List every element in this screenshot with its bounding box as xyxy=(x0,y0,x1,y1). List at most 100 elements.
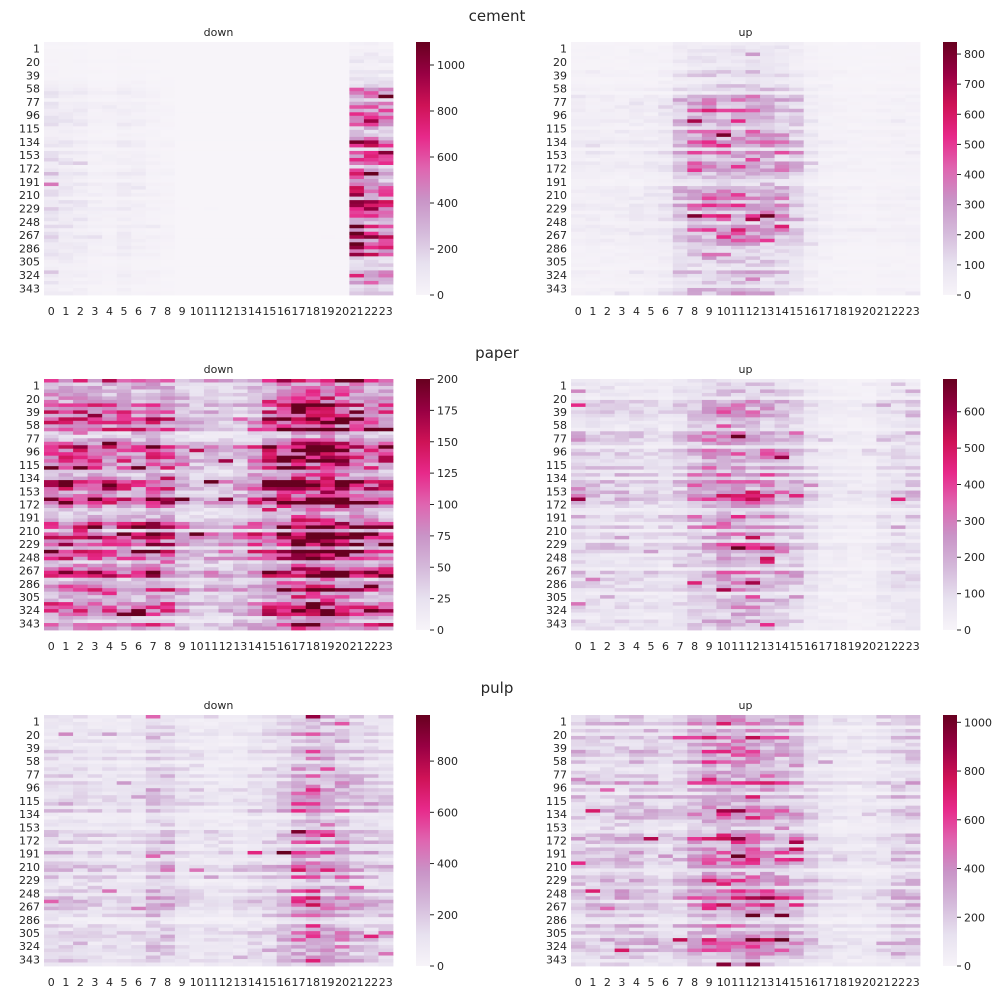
heatmap-cell xyxy=(378,217,394,222)
y-tick-label: 210 xyxy=(546,189,567,202)
heatmap-cell xyxy=(102,483,118,488)
heatmap-cell xyxy=(890,210,906,215)
heatmap-cell xyxy=(247,574,263,579)
heatmap-cell xyxy=(378,521,394,526)
heatmap-cell xyxy=(363,112,379,117)
heatmap-cell xyxy=(131,431,147,436)
heatmap-cell xyxy=(716,157,732,162)
heatmap-cell xyxy=(363,518,379,523)
heatmap-cell xyxy=(276,581,292,586)
heatmap-cell xyxy=(876,277,892,282)
heatmap-cell xyxy=(832,157,848,162)
heatmap-cell xyxy=(745,196,761,201)
heatmap-cell xyxy=(160,448,176,453)
heatmap-cell xyxy=(276,277,292,282)
heatmap-cell xyxy=(730,52,746,57)
heatmap-cell xyxy=(803,224,819,229)
heatmap-cell xyxy=(600,94,616,99)
heatmap-cell xyxy=(131,389,147,394)
heatmap-cell xyxy=(774,210,790,215)
heatmap-cell xyxy=(847,252,863,257)
heatmap-cell xyxy=(73,567,89,572)
heatmap-cell xyxy=(102,455,118,460)
heatmap-cell xyxy=(861,77,877,82)
heatmap-cell xyxy=(44,112,59,117)
heatmap-cell xyxy=(247,249,263,254)
heatmap-cell xyxy=(600,179,616,183)
heatmap-cell xyxy=(58,164,74,169)
heatmap-cell xyxy=(349,445,365,450)
heatmap-cell xyxy=(44,396,59,401)
heatmap-cell xyxy=(614,189,630,194)
heatmap-cell xyxy=(233,469,248,474)
heatmap-cell xyxy=(203,193,219,198)
heatmap-cell xyxy=(789,91,805,96)
heatmap-cell xyxy=(233,168,248,173)
heatmap-cell xyxy=(247,473,263,478)
heatmap-cell xyxy=(247,392,263,397)
heatmap-cell xyxy=(247,143,263,148)
heatmap-cell xyxy=(87,291,103,296)
heatmap-cell xyxy=(233,129,248,134)
heatmap-cell xyxy=(189,284,205,289)
heatmap-cell xyxy=(847,115,863,120)
heatmap-cell xyxy=(716,242,732,247)
heatmap-cell xyxy=(305,252,321,257)
heatmap-cell xyxy=(890,228,906,233)
heatmap-cell xyxy=(233,108,248,113)
heatmap-cell xyxy=(247,263,263,268)
heatmap-cell xyxy=(233,511,248,516)
heatmap-cell xyxy=(131,462,147,467)
heatmap-cell xyxy=(378,556,394,561)
heatmap-cell xyxy=(145,238,161,243)
heatmap-cell xyxy=(203,525,219,530)
heatmap-cell xyxy=(145,567,161,572)
heatmap-cell xyxy=(218,224,234,229)
heatmap-cell xyxy=(774,182,790,187)
heatmap-cell xyxy=(378,80,394,85)
heatmap-cell xyxy=(305,396,321,401)
heatmap-cell xyxy=(58,507,74,512)
heatmap-cell xyxy=(131,291,147,296)
heatmap-cell xyxy=(203,200,219,205)
heatmap-cell xyxy=(760,238,775,243)
heatmap-cell xyxy=(789,203,805,208)
heatmap-cell xyxy=(145,528,161,533)
heatmap-cell xyxy=(861,235,877,240)
heatmap-cell xyxy=(203,87,219,92)
heatmap-cell xyxy=(876,224,892,229)
heatmap-cell xyxy=(145,535,161,540)
heatmap-cell xyxy=(131,539,147,544)
heatmap-cell xyxy=(174,196,190,201)
heatmap-cell xyxy=(233,494,248,498)
heatmap-cell xyxy=(247,196,263,201)
heatmap-cell xyxy=(643,270,659,275)
heatmap-cell xyxy=(818,45,834,50)
heatmap-cell xyxy=(58,403,74,408)
heatmap-cell xyxy=(44,379,59,383)
heatmap-cell xyxy=(378,157,394,162)
heatmap-cell xyxy=(818,273,834,278)
heatmap-cell xyxy=(291,101,307,106)
heatmap-cell xyxy=(203,66,219,71)
heatmap-cell xyxy=(320,431,336,436)
heatmap-cell xyxy=(291,438,307,443)
heatmap-cell xyxy=(102,129,118,134)
heatmap-cell xyxy=(832,179,848,183)
heatmap-cell xyxy=(905,105,921,110)
heatmap-cell xyxy=(658,150,674,155)
heatmap-cell xyxy=(247,207,263,212)
heatmap-cell xyxy=(291,263,307,268)
colorbar-tick-label: 300 xyxy=(964,199,985,212)
heatmap-cell xyxy=(585,42,601,46)
heatmap-cell xyxy=(320,245,336,250)
heatmap-cell xyxy=(73,539,89,544)
heatmap-cell xyxy=(629,122,645,127)
heatmap-cell xyxy=(58,410,74,415)
heatmap-cell xyxy=(378,504,394,509)
heatmap-cell xyxy=(116,385,132,390)
heatmap-cell xyxy=(116,91,132,96)
heatmap-cell xyxy=(571,105,586,110)
heatmap-cell xyxy=(760,287,775,292)
heatmap-cell xyxy=(73,518,89,523)
